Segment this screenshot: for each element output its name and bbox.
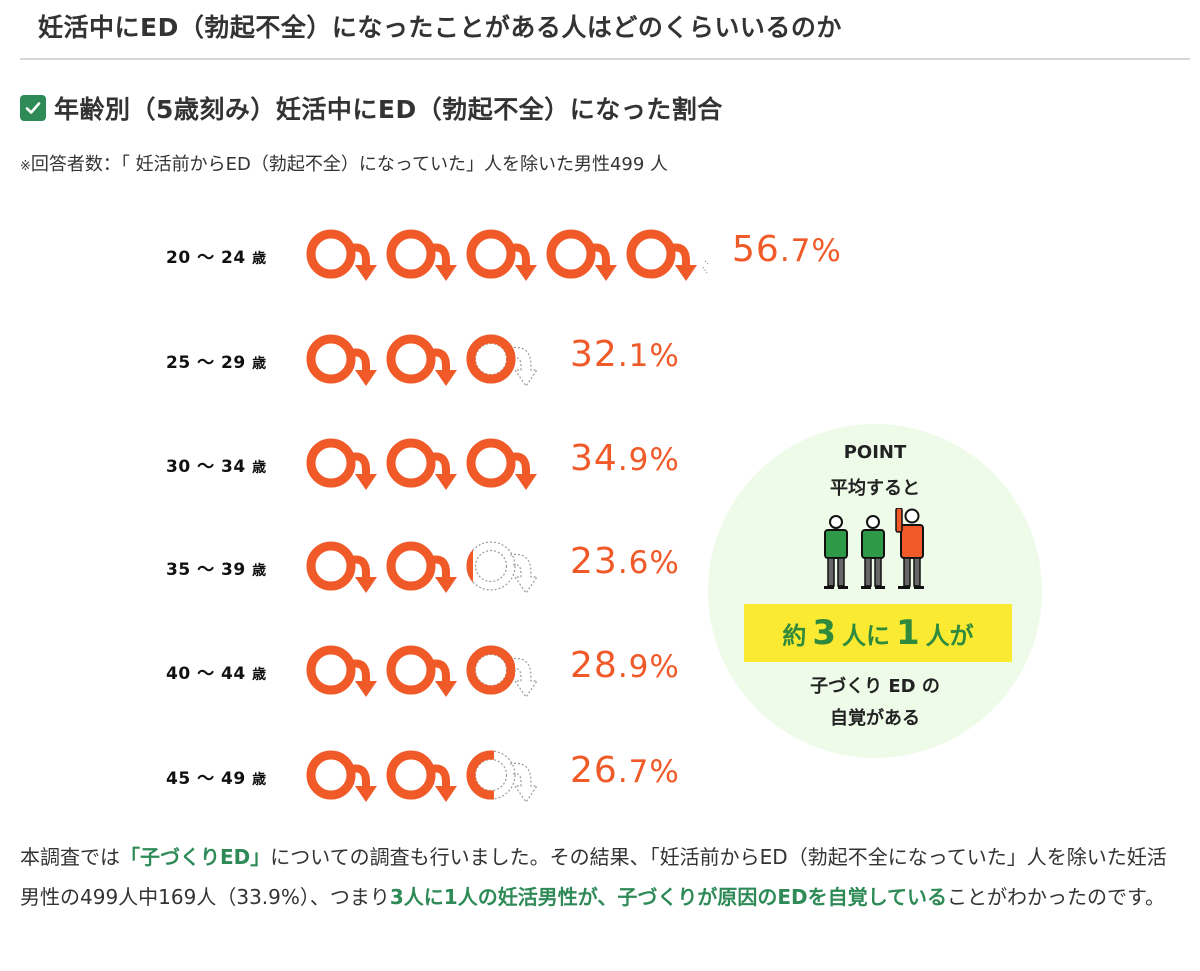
note-text: 回答者数：「 妊活前からED（勃起不全）になっていた」人を除いた男性499 人: [30, 154, 669, 175]
chart-row: 30 ～ 34 歳 34.9%: [0, 424, 720, 504]
percentage-value: 34.9%: [570, 438, 680, 479]
circle-with-hook-arrow-icon: [303, 541, 538, 601]
point-line: 平均すると: [830, 478, 920, 499]
chart-row: 40 ～ 44 歳 28.9%: [0, 631, 720, 711]
circle-with-hook-arrow-icon: [303, 334, 538, 394]
percentage-value: 32.1%: [570, 334, 680, 375]
highlight-banner: 約 3 人に 1 人が: [744, 604, 1012, 662]
percentage-value: 56.7%: [732, 229, 842, 270]
point-footnote: 子づくり ED の: [810, 676, 940, 697]
checkbox-checked-icon: [20, 95, 46, 121]
section-heading: 年齢別（5歳刻み）妊活中にED（勃起不全）になった割合: [20, 90, 723, 126]
chart-row: 25 ～ 29 歳 32.1%: [0, 320, 720, 400]
highlight-finding: 3人に1人の妊活男性が、子づくりが原因のEDを自覚している: [389, 884, 947, 909]
person-icon: [895, 508, 924, 589]
age-label: 45 ～ 49 歳: [166, 769, 267, 789]
page-title: 妊活中にED（勃起不全）になったことがある人はどのくらいいるのか: [38, 13, 842, 42]
percentage-value: 23.6%: [570, 541, 680, 582]
percentage-value: 28.9%: [570, 645, 680, 686]
note-mark: ※: [20, 159, 31, 174]
percentage-value: 26.7%: [570, 750, 680, 791]
age-label: 40 ～ 44 歳: [166, 664, 267, 684]
respondent-note: ※回答者数：「 妊活前からED（勃起不全）になっていた」人を除いた男性499 人: [20, 150, 668, 176]
age-label: 30 ～ 34 歳: [166, 457, 267, 477]
person-icon: [861, 515, 885, 589]
point-footnote: 自覚がある: [830, 708, 920, 729]
section-heading-text: 年齢別（5歳刻み）妊活中にED（勃起不全）になった割合: [54, 95, 723, 124]
circle-with-hook-arrow-icon: [303, 645, 538, 705]
chart-row: 45 ～ 49 歳 26.7%: [0, 736, 720, 816]
circle-with-hook-arrow-icon: [303, 750, 538, 810]
chart-row: 20 ～ 24 歳 56.7%: [0, 215, 841, 295]
summary-paragraph: 本調査では「子づくりED」についての調査も行いました。その結果、「妊活前からED…: [20, 845, 1167, 909]
point-label: POINT: [843, 442, 907, 463]
age-label: 35 ～ 39 歳: [166, 560, 267, 580]
circle-with-hook-arrow-icon: [303, 227, 709, 289]
circle-with-hook-arrow-icon: [303, 436, 563, 498]
chart-row: 35 ～ 39 歳 23.6%: [0, 527, 720, 607]
title-divider: [20, 58, 1190, 60]
age-label: 25 ～ 29 歳: [166, 353, 267, 373]
point-callout: POINT 平均すると 約 3 人に 1 人が 子づく: [708, 424, 1042, 758]
age-label: 20 ～ 24 歳: [166, 248, 267, 268]
highlight-term: 「子づくりED」: [120, 845, 271, 869]
people-illustration: [824, 508, 924, 589]
person-icon: [824, 515, 848, 589]
